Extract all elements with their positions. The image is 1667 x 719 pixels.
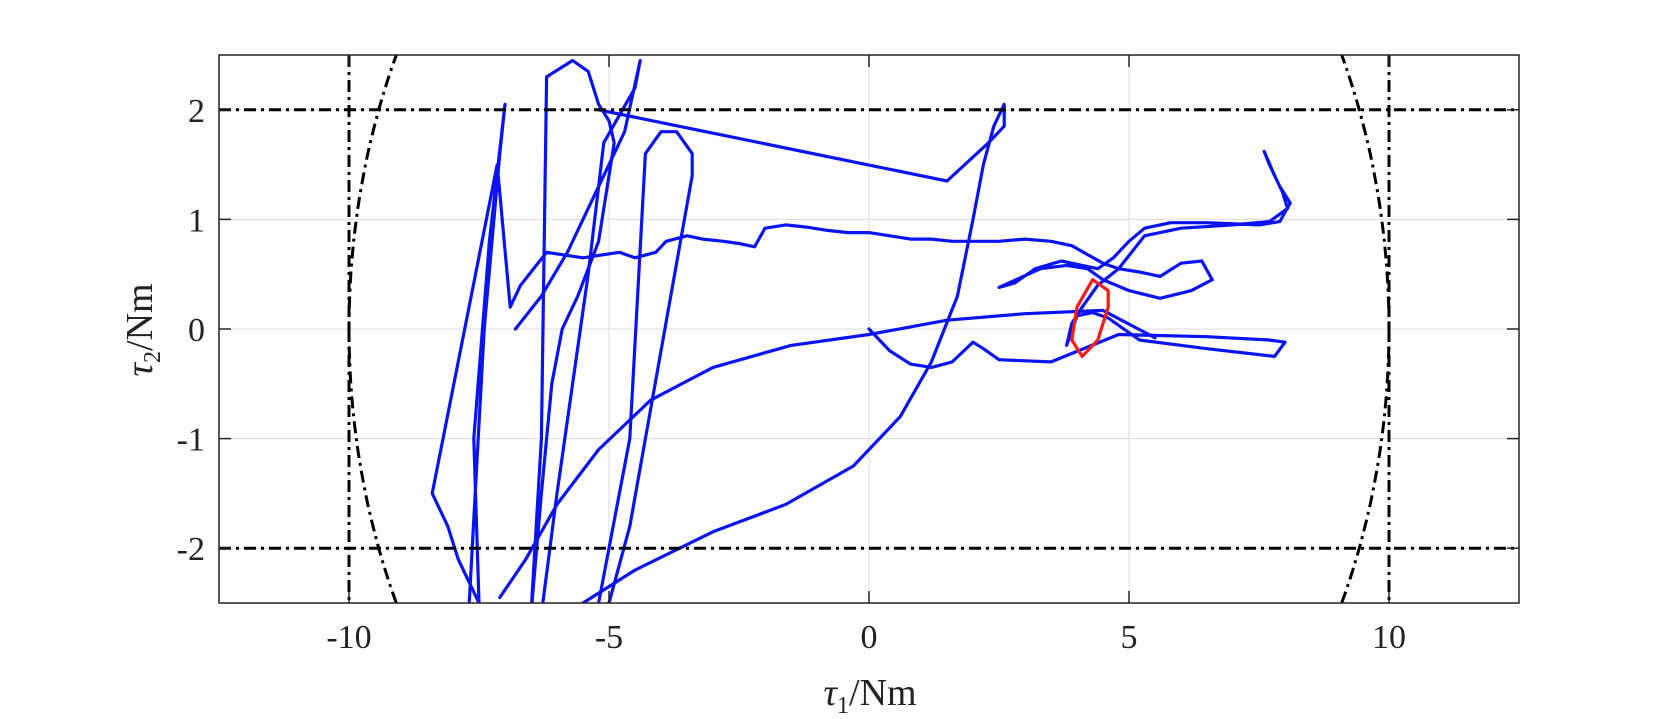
tick-marks <box>219 55 1519 603</box>
y-axis-subscript: 2 <box>140 351 166 363</box>
data-series <box>430 58 1292 603</box>
y-tick-label: 1 <box>188 202 205 239</box>
limit-curve-left <box>347 55 398 603</box>
series-line-0 <box>430 102 1292 603</box>
y-tick-label: 2 <box>188 93 205 130</box>
x-tick-label: 0 <box>861 619 878 656</box>
x-tick-label: 10 <box>1372 619 1406 656</box>
x-axis-unit: /Nm <box>849 672 917 714</box>
series-line-6 <box>1070 278 1110 358</box>
y-axis-label: τ2/Nm <box>119 283 166 376</box>
y-axis-symbol: τ <box>119 362 161 377</box>
series-line-4 <box>498 308 1157 600</box>
y-axis-unit: /Nm <box>119 283 161 351</box>
limit-curve-right <box>1340 55 1391 603</box>
y-tick-label: 0 <box>188 312 205 349</box>
y-tick-label: -1 <box>177 422 205 459</box>
x-tick-label: -10 <box>326 619 371 656</box>
x-tick-label: 5 <box>1121 619 1138 656</box>
limit-lines <box>219 55 1519 603</box>
x-tick-label: -5 <box>595 619 623 656</box>
series-line-2 <box>513 58 642 603</box>
x-axis-label: τ1/Nm <box>823 672 916 719</box>
x-axis-subscript: 1 <box>837 693 849 719</box>
x-axis-symbol: τ <box>823 672 838 714</box>
y-tick-label: -2 <box>177 531 205 568</box>
series-line-5 <box>581 102 1006 603</box>
series-line-3 <box>596 130 694 603</box>
